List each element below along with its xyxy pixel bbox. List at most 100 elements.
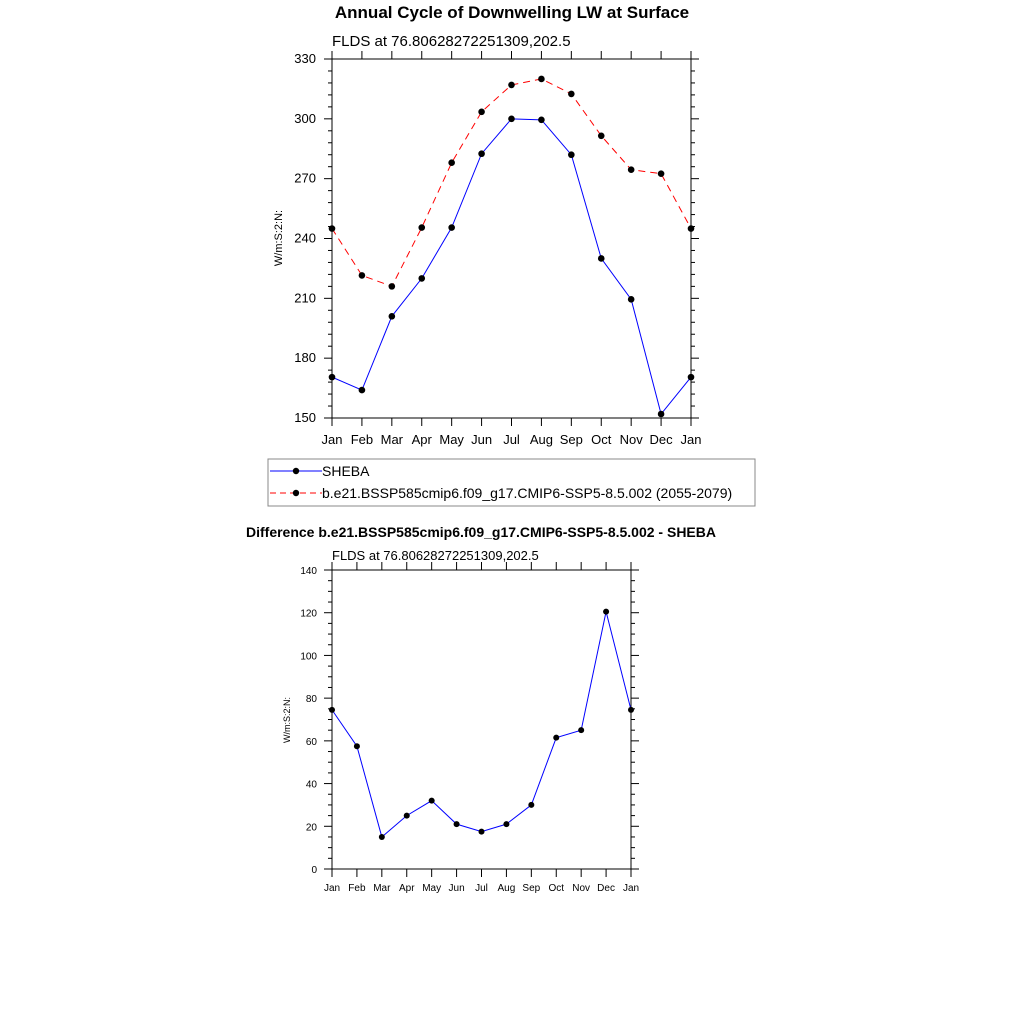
data-point (628, 706, 634, 713)
x-tick-label: Oct (548, 883, 564, 894)
x-tick-label: Aug (530, 432, 553, 447)
series-group (328, 75, 695, 418)
axis-ticks (324, 51, 699, 426)
data-point (478, 108, 485, 116)
data-point (388, 312, 396, 320)
y-tick-label: 100 (300, 651, 317, 662)
data-point (329, 706, 335, 713)
data-point (597, 255, 605, 262)
y-tick-label: 330 (294, 51, 316, 66)
plot-frame (331, 569, 632, 870)
x-tick-label: Jan (623, 883, 639, 894)
chart-title: Difference b.e21.BSSP585cmip6.f09_g17.CM… (246, 524, 716, 540)
data-point (418, 224, 426, 231)
series-line-1 (331, 78, 692, 287)
y-axis-label: W/m:S:2:N: (273, 210, 285, 266)
data-point (538, 75, 545, 83)
data-point (478, 150, 485, 158)
y-tick-label: 240 (294, 231, 316, 246)
x-tick-label: Mar (381, 432, 404, 447)
chart-subtitle: FLDS at 76.80628272251309,202.5 (332, 548, 539, 563)
series-line-0 (331, 611, 632, 838)
legend-box (267, 458, 756, 507)
legend-marker-sheba (292, 467, 300, 475)
x-tick-label: Dec (597, 883, 615, 894)
data-point (358, 272, 366, 279)
data-point (687, 373, 695, 381)
data-point (538, 116, 545, 124)
x-tick-label: Jun (449, 883, 465, 894)
x-tick-label: Jan (324, 883, 340, 894)
data-point (568, 90, 575, 98)
x-tick-label: Feb (351, 432, 373, 447)
y-tick-label: 0 (311, 865, 317, 876)
axis-ticks (324, 562, 639, 877)
data-point (353, 743, 360, 750)
data-point (503, 821, 510, 828)
x-tick-labels: Jan Feb Mar Apr May Jun Jul Aug Sep Oct Nov Dec Jan (322, 432, 702, 447)
data-point (448, 159, 455, 167)
x-tick-label: May (439, 432, 464, 447)
legend-marker-model (292, 489, 300, 497)
x-tick-label: May (422, 883, 441, 894)
legend: SHEBA b.e21.BSSP585cmip6.f09_g17.CMIP6-S… (267, 458, 756, 507)
x-tick-label: Nov (572, 883, 590, 894)
x-tick-label: Apr (412, 432, 433, 447)
data-point (657, 170, 665, 177)
data-point (553, 734, 560, 741)
chart-title: Annual Cycle of Downwelling LW at Surfac… (335, 3, 689, 22)
chart-subtitle: FLDS at 76.80628272251309,202.5 (332, 33, 571, 50)
y-tick-labels: 150 180 210 240 270 300 330 (294, 51, 316, 425)
annual-cycle-chart: Annual Cycle of Downwelling LW at Surfac… (267, 3, 756, 507)
data-point (597, 132, 605, 140)
x-tick-label: Jan (681, 432, 702, 447)
y-axis-label: W/m:S:2:N: (282, 697, 292, 743)
x-tick-label: Jun (471, 432, 492, 447)
data-point (328, 373, 336, 381)
y-tick-label: 40 (306, 780, 318, 791)
y-tick-label: 270 (294, 171, 316, 186)
data-point (328, 225, 336, 232)
series-line-0 (331, 118, 692, 416)
data-point (627, 166, 635, 173)
x-tick-label: Nov (620, 432, 644, 447)
y-tick-label: 150 (294, 410, 316, 425)
x-tick-labels: Jan Feb Mar Apr May Jun Jul Aug Sep Oct Nov Dec Jan (324, 883, 639, 894)
data-point (478, 828, 485, 835)
y-tick-label: 20 (306, 822, 318, 833)
data-point (428, 797, 435, 804)
data-point (528, 801, 535, 808)
data-point (657, 410, 665, 418)
data-point (687, 225, 695, 232)
data-point (378, 833, 385, 840)
data-point (508, 115, 515, 123)
legend-label-model: b.e21.BSSP585cmip6.f09_g17.CMIP6-SSP5-8.… (322, 485, 732, 501)
y-tick-label: 80 (306, 694, 318, 705)
y-tick-label: 180 (294, 350, 316, 365)
data-point (627, 296, 635, 303)
series-group (329, 608, 634, 840)
plot-frame (331, 58, 692, 419)
y-tick-label: 210 (294, 290, 316, 305)
x-tick-label: Mar (373, 883, 391, 894)
x-tick-label: Apr (399, 883, 415, 894)
y-tick-label: 140 (300, 566, 317, 577)
y-tick-labels: 0 20 40 60 80 100 120 140 (300, 566, 317, 876)
data-point (508, 81, 515, 89)
x-tick-label: Oct (591, 432, 612, 447)
y-tick-label: 300 (294, 111, 316, 126)
x-tick-label: Aug (498, 883, 516, 894)
data-point (578, 727, 585, 734)
difference-chart: Difference b.e21.BSSP585cmip6.f09_g17.CM… (246, 524, 716, 894)
data-point (403, 812, 410, 819)
data-point (568, 151, 575, 159)
data-point (388, 283, 396, 290)
x-tick-label: Sep (522, 883, 540, 894)
legend-label-sheba: SHEBA (322, 463, 370, 479)
data-point (358, 386, 366, 394)
x-tick-label: Dec (650, 432, 674, 447)
x-tick-label: Sep (560, 432, 583, 447)
x-tick-label: Jan (322, 432, 343, 447)
y-tick-label: 120 (300, 609, 317, 620)
